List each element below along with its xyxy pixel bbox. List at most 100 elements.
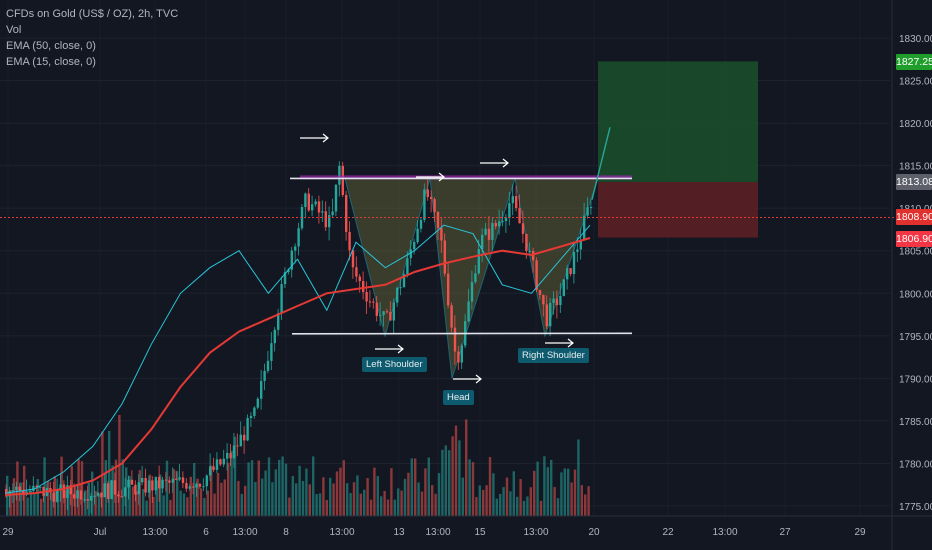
volume-bar xyxy=(437,473,441,516)
candle-body xyxy=(491,222,494,240)
candle-body xyxy=(375,302,378,316)
volume-bar xyxy=(203,498,206,516)
time-tick-label: 13 xyxy=(393,527,405,538)
volume-bar xyxy=(400,490,403,516)
legend-ema50[interactable]: EMA (50, close, 0) xyxy=(6,40,96,52)
volume-bar xyxy=(485,485,488,516)
candle-body xyxy=(212,466,215,470)
time-tick-label: 29 xyxy=(854,527,866,538)
arrow-head-head xyxy=(475,374,482,384)
candle-body xyxy=(124,487,127,497)
candle-body xyxy=(559,295,562,306)
candle-body xyxy=(348,231,351,251)
candle-body xyxy=(294,246,297,251)
candle-body xyxy=(158,476,161,489)
volume-bar xyxy=(424,468,427,516)
volume-bar xyxy=(148,474,152,516)
candle-body xyxy=(579,239,582,250)
volume-bar xyxy=(407,472,410,516)
arrow-breakout-2-head xyxy=(502,158,509,168)
candle-body xyxy=(382,311,385,316)
volume-bar xyxy=(131,486,135,516)
candle-body xyxy=(511,196,514,204)
time-tick-label: 13:00 xyxy=(232,527,257,538)
candle-body xyxy=(202,486,205,488)
legend-volume[interactable]: Vol xyxy=(6,24,22,36)
candle-body xyxy=(562,279,565,296)
candle-body xyxy=(209,466,212,476)
candle-body xyxy=(222,458,225,465)
candle-body xyxy=(11,490,15,492)
volume-bar xyxy=(318,493,322,516)
candle-body xyxy=(365,292,368,302)
candle-body xyxy=(423,189,426,220)
candle-body xyxy=(402,274,406,288)
ema50-line xyxy=(4,237,591,496)
candle-body xyxy=(175,478,178,480)
volume-bar xyxy=(369,499,373,516)
price-tick-label: 1805.00 xyxy=(899,247,932,258)
candle-body xyxy=(460,345,463,363)
price-tick-label: 1775.00 xyxy=(899,502,932,513)
volume-bar xyxy=(427,457,430,516)
volume-bar xyxy=(12,478,16,516)
candle-body xyxy=(164,479,168,481)
volume-bar xyxy=(247,462,250,516)
right-shoulder-label[interactable]: Right Shoulder xyxy=(518,348,589,363)
volume-bar xyxy=(121,459,124,516)
candle-body xyxy=(181,477,185,483)
candle-body xyxy=(317,201,321,213)
price-tag-current: 1808.90 xyxy=(896,209,932,225)
volume-bar xyxy=(465,419,468,516)
volume-bar xyxy=(179,490,182,516)
left-shoulder-label[interactable]: Left Shoulder xyxy=(362,357,427,372)
candle-body xyxy=(287,269,290,273)
candle-body xyxy=(311,204,314,211)
volume-bar xyxy=(546,467,549,516)
time-tick-label: 13:00 xyxy=(712,527,737,538)
volume-bar xyxy=(67,486,70,516)
volume-bar xyxy=(233,436,237,516)
volume-bar xyxy=(254,482,257,516)
candle-body xyxy=(535,260,538,291)
volume-bar xyxy=(186,497,189,516)
volume-bar xyxy=(550,459,553,516)
volume-bar xyxy=(108,430,111,516)
candle-body xyxy=(589,206,593,208)
candle-body xyxy=(501,221,504,223)
volume-bar xyxy=(308,484,311,516)
arrow-neckline-head xyxy=(438,172,445,182)
volume-bar xyxy=(26,497,29,516)
candle-body xyxy=(263,370,266,381)
candle-body xyxy=(297,228,300,247)
candle-body xyxy=(239,434,242,447)
volume-bar xyxy=(441,449,444,516)
candle-body xyxy=(331,211,334,216)
volume-bar xyxy=(580,485,583,516)
legend-symbol[interactable]: CFDs on Gold (US$ / OZ), 2h, TVC xyxy=(6,8,179,20)
candle-body xyxy=(474,273,477,282)
volume-bar xyxy=(142,488,145,516)
candle-body xyxy=(576,249,579,252)
time-tick-label: 6 xyxy=(203,527,209,538)
candle-body xyxy=(32,485,35,491)
candle-body xyxy=(161,479,164,489)
volume-bar xyxy=(196,478,199,516)
volume-bar xyxy=(261,478,264,516)
legend-ema15[interactable]: EMA (15, close, 0) xyxy=(6,56,96,68)
time-tick-label: 29 xyxy=(2,527,14,538)
candle-body xyxy=(586,207,589,216)
volume-bar xyxy=(291,476,294,516)
volume-bar xyxy=(376,476,379,516)
head-label[interactable]: Head xyxy=(443,390,474,405)
candle-body xyxy=(192,486,195,488)
volume-bar xyxy=(570,482,573,516)
volume-bar xyxy=(63,490,67,516)
volume-bar xyxy=(162,495,165,516)
candle-body xyxy=(270,343,273,361)
candle-body xyxy=(338,165,341,185)
volume-bar xyxy=(298,465,301,516)
volume-bar xyxy=(206,490,209,516)
volume-bar xyxy=(9,490,12,516)
